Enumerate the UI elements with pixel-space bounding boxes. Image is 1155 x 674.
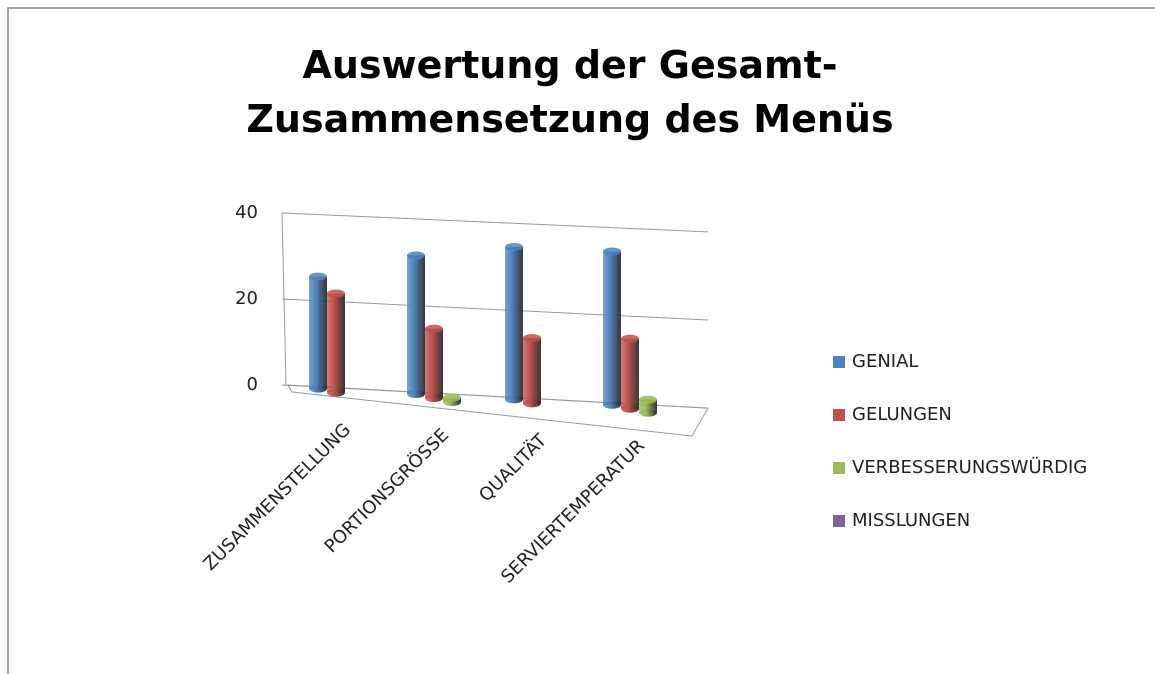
legend-swatch (833, 462, 845, 474)
bar (425, 324, 443, 403)
bar-top (425, 324, 443, 333)
legend-swatch (833, 515, 845, 527)
legend-label: GENIAL (852, 351, 918, 372)
bar-top (443, 393, 461, 402)
bar (407, 251, 425, 399)
x-tick-label: QUALITÄT (475, 429, 552, 506)
bar (327, 289, 345, 397)
bar-top (639, 395, 657, 404)
bar-bottom (505, 395, 523, 404)
bar-body (309, 276, 327, 389)
bar-top (407, 251, 425, 260)
bar-top (505, 242, 523, 251)
grid-line (281, 298, 709, 321)
y-tick-label: 40 (235, 202, 258, 223)
bar-top (603, 247, 621, 256)
bar (309, 272, 327, 393)
bar-bottom (425, 394, 443, 403)
bar-body (425, 328, 443, 399)
bar-bottom (523, 399, 541, 408)
bar-bottom (603, 400, 621, 409)
bar-bottom (407, 390, 425, 399)
bar (639, 395, 657, 417)
bar-bottom (327, 388, 345, 397)
bar-top (327, 289, 345, 298)
legend-label: MISSLUNGEN (852, 510, 970, 531)
legend-label: GELUNGEN (852, 404, 952, 425)
bar-body (407, 255, 425, 395)
bar-body (621, 338, 639, 409)
bar-bottom (621, 404, 639, 413)
bar-bottom (309, 384, 327, 393)
frame (7, 7, 1155, 674)
bar (603, 247, 621, 409)
legend-swatch (833, 356, 845, 368)
bar-body (523, 338, 541, 404)
bar-bottom (639, 408, 657, 417)
y-tick-label: 0 (247, 374, 258, 395)
bar-top (309, 272, 327, 281)
bar (523, 334, 541, 408)
bar-top (523, 334, 541, 343)
bar-body (505, 246, 523, 400)
bar-body (603, 251, 621, 405)
legend-swatch (833, 409, 845, 421)
chart-title: Auswertung der Gesamt-Zusammensetzung de… (246, 43, 894, 141)
bar-top (621, 334, 639, 343)
legend-label: VERBESSERUNGSWÜRDIG (852, 456, 1087, 478)
bar-body (327, 293, 345, 393)
grid-line (281, 212, 709, 233)
bar (505, 242, 523, 404)
bar (443, 393, 461, 407)
bar (621, 334, 639, 413)
y-tick-label: 20 (235, 288, 258, 309)
